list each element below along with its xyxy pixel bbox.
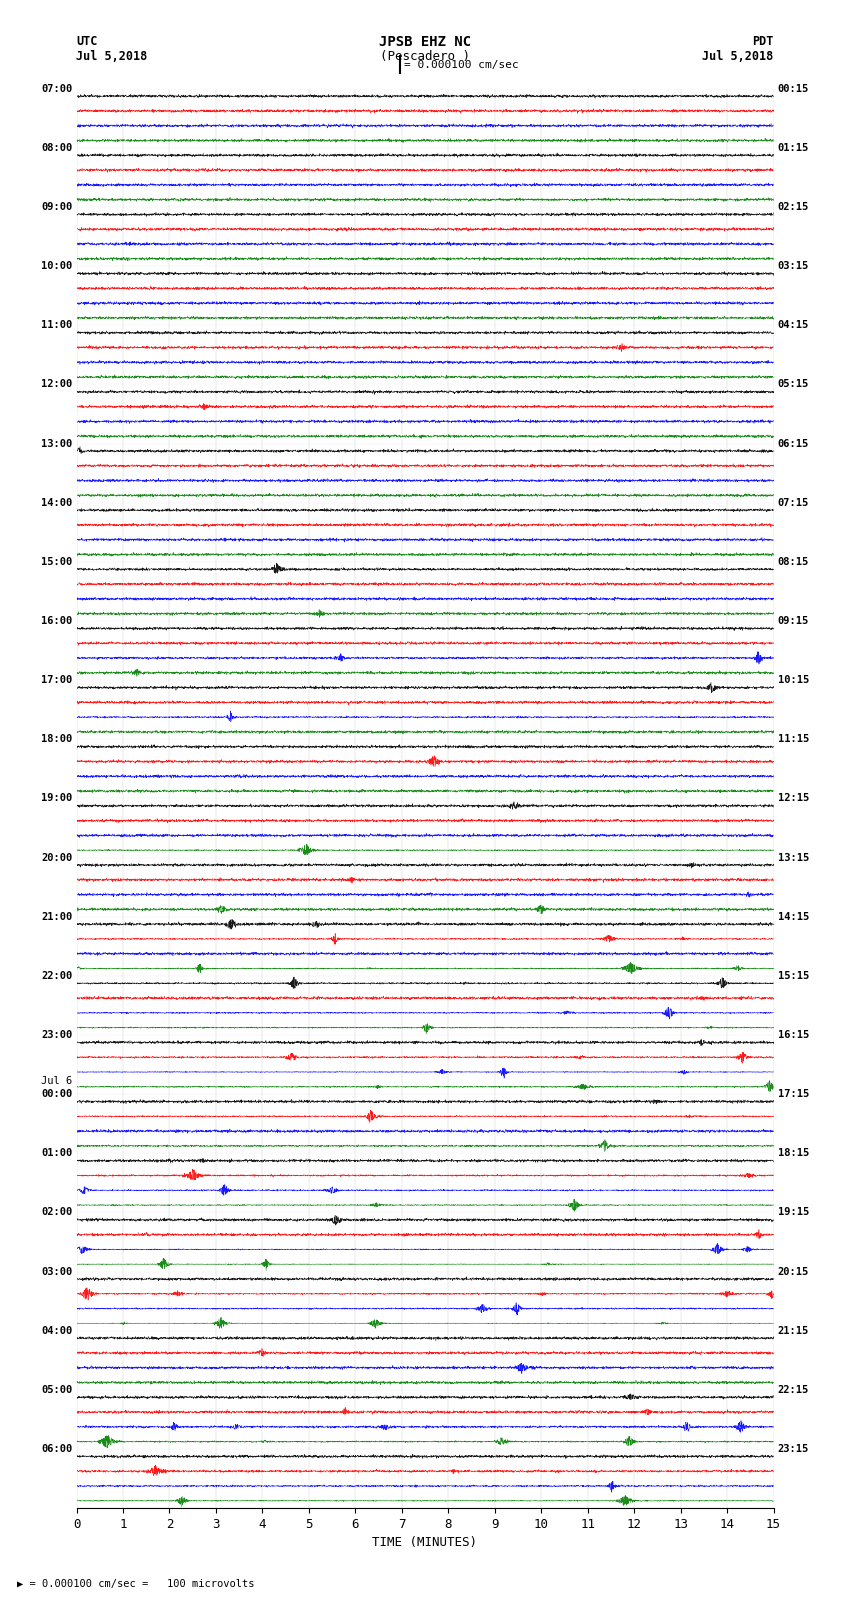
- Text: 13:00: 13:00: [41, 439, 72, 448]
- Text: 15:00: 15:00: [41, 556, 72, 566]
- Text: 21:15: 21:15: [778, 1326, 809, 1336]
- Text: 10:00: 10:00: [41, 261, 72, 271]
- Text: 05:00: 05:00: [41, 1386, 72, 1395]
- Text: 00:15: 00:15: [778, 84, 809, 94]
- Text: 23:00: 23:00: [41, 1031, 72, 1040]
- Text: 20:00: 20:00: [41, 853, 72, 863]
- Text: 22:15: 22:15: [778, 1386, 809, 1395]
- Text: 20:15: 20:15: [778, 1266, 809, 1276]
- Text: 22:00: 22:00: [41, 971, 72, 981]
- Text: 17:15: 17:15: [778, 1089, 809, 1098]
- Text: 07:15: 07:15: [778, 498, 809, 508]
- Text: 09:15: 09:15: [778, 616, 809, 626]
- Text: 01:15: 01:15: [778, 144, 809, 153]
- Text: 17:00: 17:00: [41, 676, 72, 686]
- Text: 02:15: 02:15: [778, 202, 809, 211]
- Text: 08:15: 08:15: [778, 556, 809, 566]
- Text: 06:15: 06:15: [778, 439, 809, 448]
- Text: PDT: PDT: [752, 35, 774, 48]
- Text: 11:15: 11:15: [778, 734, 809, 744]
- Text: = 0.000100 cm/sec: = 0.000100 cm/sec: [404, 60, 518, 69]
- Text: 12:15: 12:15: [778, 794, 809, 803]
- Text: 12:00: 12:00: [41, 379, 72, 389]
- Text: 00:00: 00:00: [41, 1089, 72, 1098]
- Text: 05:15: 05:15: [778, 379, 809, 389]
- Text: 04:00: 04:00: [41, 1326, 72, 1336]
- Text: 19:15: 19:15: [778, 1208, 809, 1218]
- Text: 21:00: 21:00: [41, 911, 72, 921]
- Text: 09:00: 09:00: [41, 202, 72, 211]
- Text: UTC: UTC: [76, 35, 98, 48]
- Text: 15:15: 15:15: [778, 971, 809, 981]
- Text: 01:00: 01:00: [41, 1148, 72, 1158]
- Text: 07:00: 07:00: [41, 84, 72, 94]
- Text: ▶ = 0.000100 cm/sec =   100 microvolts: ▶ = 0.000100 cm/sec = 100 microvolts: [17, 1579, 254, 1589]
- Text: 11:00: 11:00: [41, 321, 72, 331]
- Text: Jul 6: Jul 6: [41, 1076, 72, 1086]
- Text: 23:15: 23:15: [778, 1444, 809, 1453]
- Text: 04:15: 04:15: [778, 321, 809, 331]
- Text: 14:15: 14:15: [778, 911, 809, 921]
- Text: 16:00: 16:00: [41, 616, 72, 626]
- Text: 08:00: 08:00: [41, 144, 72, 153]
- Text: 19:00: 19:00: [41, 794, 72, 803]
- Text: 10:15: 10:15: [778, 676, 809, 686]
- Text: JPSB EHZ NC: JPSB EHZ NC: [379, 35, 471, 50]
- Text: Jul 5,2018: Jul 5,2018: [76, 50, 148, 63]
- Text: 03:15: 03:15: [778, 261, 809, 271]
- Text: (Pescadero ): (Pescadero ): [380, 50, 470, 63]
- Text: 03:00: 03:00: [41, 1266, 72, 1276]
- Text: 16:15: 16:15: [778, 1031, 809, 1040]
- Text: 18:15: 18:15: [778, 1148, 809, 1158]
- Text: 06:00: 06:00: [41, 1444, 72, 1453]
- Text: Jul 5,2018: Jul 5,2018: [702, 50, 774, 63]
- X-axis label: TIME (MINUTES): TIME (MINUTES): [372, 1537, 478, 1550]
- Text: 13:15: 13:15: [778, 853, 809, 863]
- Text: 18:00: 18:00: [41, 734, 72, 744]
- Text: 14:00: 14:00: [41, 498, 72, 508]
- Text: 02:00: 02:00: [41, 1208, 72, 1218]
